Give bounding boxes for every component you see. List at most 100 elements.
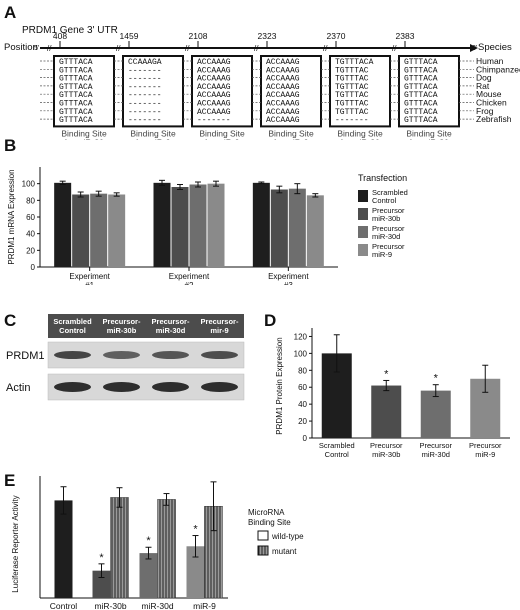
sequence-cell: GTTTACA — [59, 66, 93, 75]
legend-title: MicroRNA — [248, 508, 285, 517]
bar — [420, 390, 451, 438]
site-caption: for miR-9 — [274, 137, 309, 140]
bar — [171, 187, 189, 267]
binding-site-box — [122, 55, 184, 128]
bar — [288, 188, 306, 267]
x-tick-label: #3 — [284, 281, 293, 285]
bar — [54, 182, 72, 267]
sequence-cell: TGTTTAC — [335, 83, 369, 92]
lane-label: miR-30b — [107, 326, 137, 335]
legend-label: miR-30b — [372, 214, 400, 223]
lane-label: Control — [59, 326, 86, 335]
binding-site-box — [398, 55, 460, 128]
y-tick-label: 80 — [298, 366, 307, 375]
bar-mutant — [110, 497, 129, 599]
x-tick-label: Control — [50, 601, 78, 610]
sequence-cell: ACCAAAG — [197, 58, 231, 67]
sequence-cell: ------- — [128, 116, 162, 125]
sequence-cell: ACCAAAG — [266, 66, 300, 75]
bar — [72, 194, 90, 267]
legend-swatch — [358, 244, 368, 256]
sequence-cell: ACCAAAG — [266, 83, 300, 92]
site-position-label: 2370 — [327, 31, 346, 41]
species-label: Human — [476, 56, 504, 66]
sequence-cell: GTTTACA — [404, 83, 438, 92]
site-caption: for miR-9 — [205, 137, 240, 140]
bar — [108, 194, 126, 267]
sequence-cell: GTTTACA — [404, 108, 438, 117]
blot-band — [152, 382, 189, 392]
x-tick-label: Experiment — [268, 272, 309, 281]
legend-swatch — [358, 208, 368, 220]
blot-band — [152, 351, 189, 359]
panel-letter-b: B — [4, 136, 16, 155]
break-mark: // — [47, 44, 52, 53]
sequence-cell: GTTTACA — [59, 100, 93, 109]
x-tick-label: Experiment — [69, 272, 110, 281]
significance-marker: * — [146, 535, 151, 547]
legend-label: wild-type — [271, 532, 304, 541]
x-tick-label: miR-30b — [94, 601, 126, 610]
sequence-cell: ACCAAAG — [266, 91, 300, 100]
sequence-cell: ------- — [128, 108, 162, 117]
panel-letter-e: E — [4, 471, 15, 490]
bar-wild-type — [92, 570, 111, 598]
bar — [90, 193, 108, 267]
blot-row-label: PRDM1 — [6, 350, 45, 362]
panel-letter-a: A — [4, 3, 16, 22]
legend-swatch — [358, 226, 368, 238]
break-mark: // — [116, 44, 121, 53]
bar — [189, 184, 207, 267]
bar — [270, 189, 288, 267]
legend-label: mutant — [272, 547, 297, 556]
blot-band — [103, 351, 140, 359]
y-tick-label: 0 — [31, 263, 36, 272]
binding-site-box — [191, 55, 253, 128]
sequence-cell: GTTTACA — [404, 100, 438, 109]
site-position-label: 2323 — [258, 31, 277, 41]
bar — [207, 183, 225, 267]
sequence-cell: ACCAAAG — [266, 108, 300, 117]
x-tick-label: #2 — [185, 281, 194, 285]
y-axis-label: PRDM1 mRNA Expression — [7, 169, 16, 264]
utr-arrowhead — [470, 44, 478, 52]
bar — [306, 195, 324, 267]
bar-wild-type — [186, 546, 205, 598]
sequence-cell: GTTTACA — [59, 58, 93, 67]
x-tick-label: Precursor — [469, 441, 502, 450]
site-position-label: 2383 — [396, 31, 415, 41]
sequence-cell: GTTTACA — [404, 66, 438, 75]
y-tick-label: 0 — [303, 434, 308, 443]
break-mark: // — [323, 44, 328, 53]
sequence-cell: TGTTTAC — [335, 91, 369, 100]
sequence-cell: ACCAAAG — [266, 100, 300, 109]
blot-band — [201, 351, 238, 359]
y-axis-label: PRDM1 Protein Expression — [275, 337, 284, 434]
sequence-cell: ------- — [197, 116, 231, 125]
lane-label: Precursor- — [201, 317, 239, 326]
bar — [252, 182, 270, 267]
sequence-cell: ------- — [128, 91, 162, 100]
site-position-label: 1459 — [120, 31, 139, 41]
site-caption: for miR-9 — [136, 137, 171, 140]
legend-label: Scrambled — [372, 188, 408, 197]
blot-band — [103, 382, 140, 392]
lane-label: Precursor- — [103, 317, 141, 326]
sequence-cell: GTTTACA — [404, 75, 438, 84]
legend-title: Binding Site — [248, 518, 291, 527]
sequence-cell: GTTTACA — [59, 116, 93, 125]
sequence-cell: GTTTACA — [404, 91, 438, 100]
sequence-cell: TGTTTAC — [335, 108, 369, 117]
sequence-cell: TGTTTACA — [335, 58, 374, 67]
panel-c-svg: C ScrambledControlPrecursor-miR-30bPrecur… — [4, 311, 245, 401]
y-tick-label: 120 — [294, 332, 308, 341]
legend-label: Precursor — [372, 242, 405, 251]
x-tick-label: Scrambled — [319, 441, 355, 450]
x-tick-label: miR-9 — [193, 601, 216, 610]
panel-letter-c: C — [4, 311, 16, 330]
legend-title: Transfection — [358, 173, 407, 183]
lane-label: Precursor- — [152, 317, 190, 326]
bar-wild-type — [54, 500, 73, 598]
y-tick-label: 60 — [26, 213, 35, 222]
